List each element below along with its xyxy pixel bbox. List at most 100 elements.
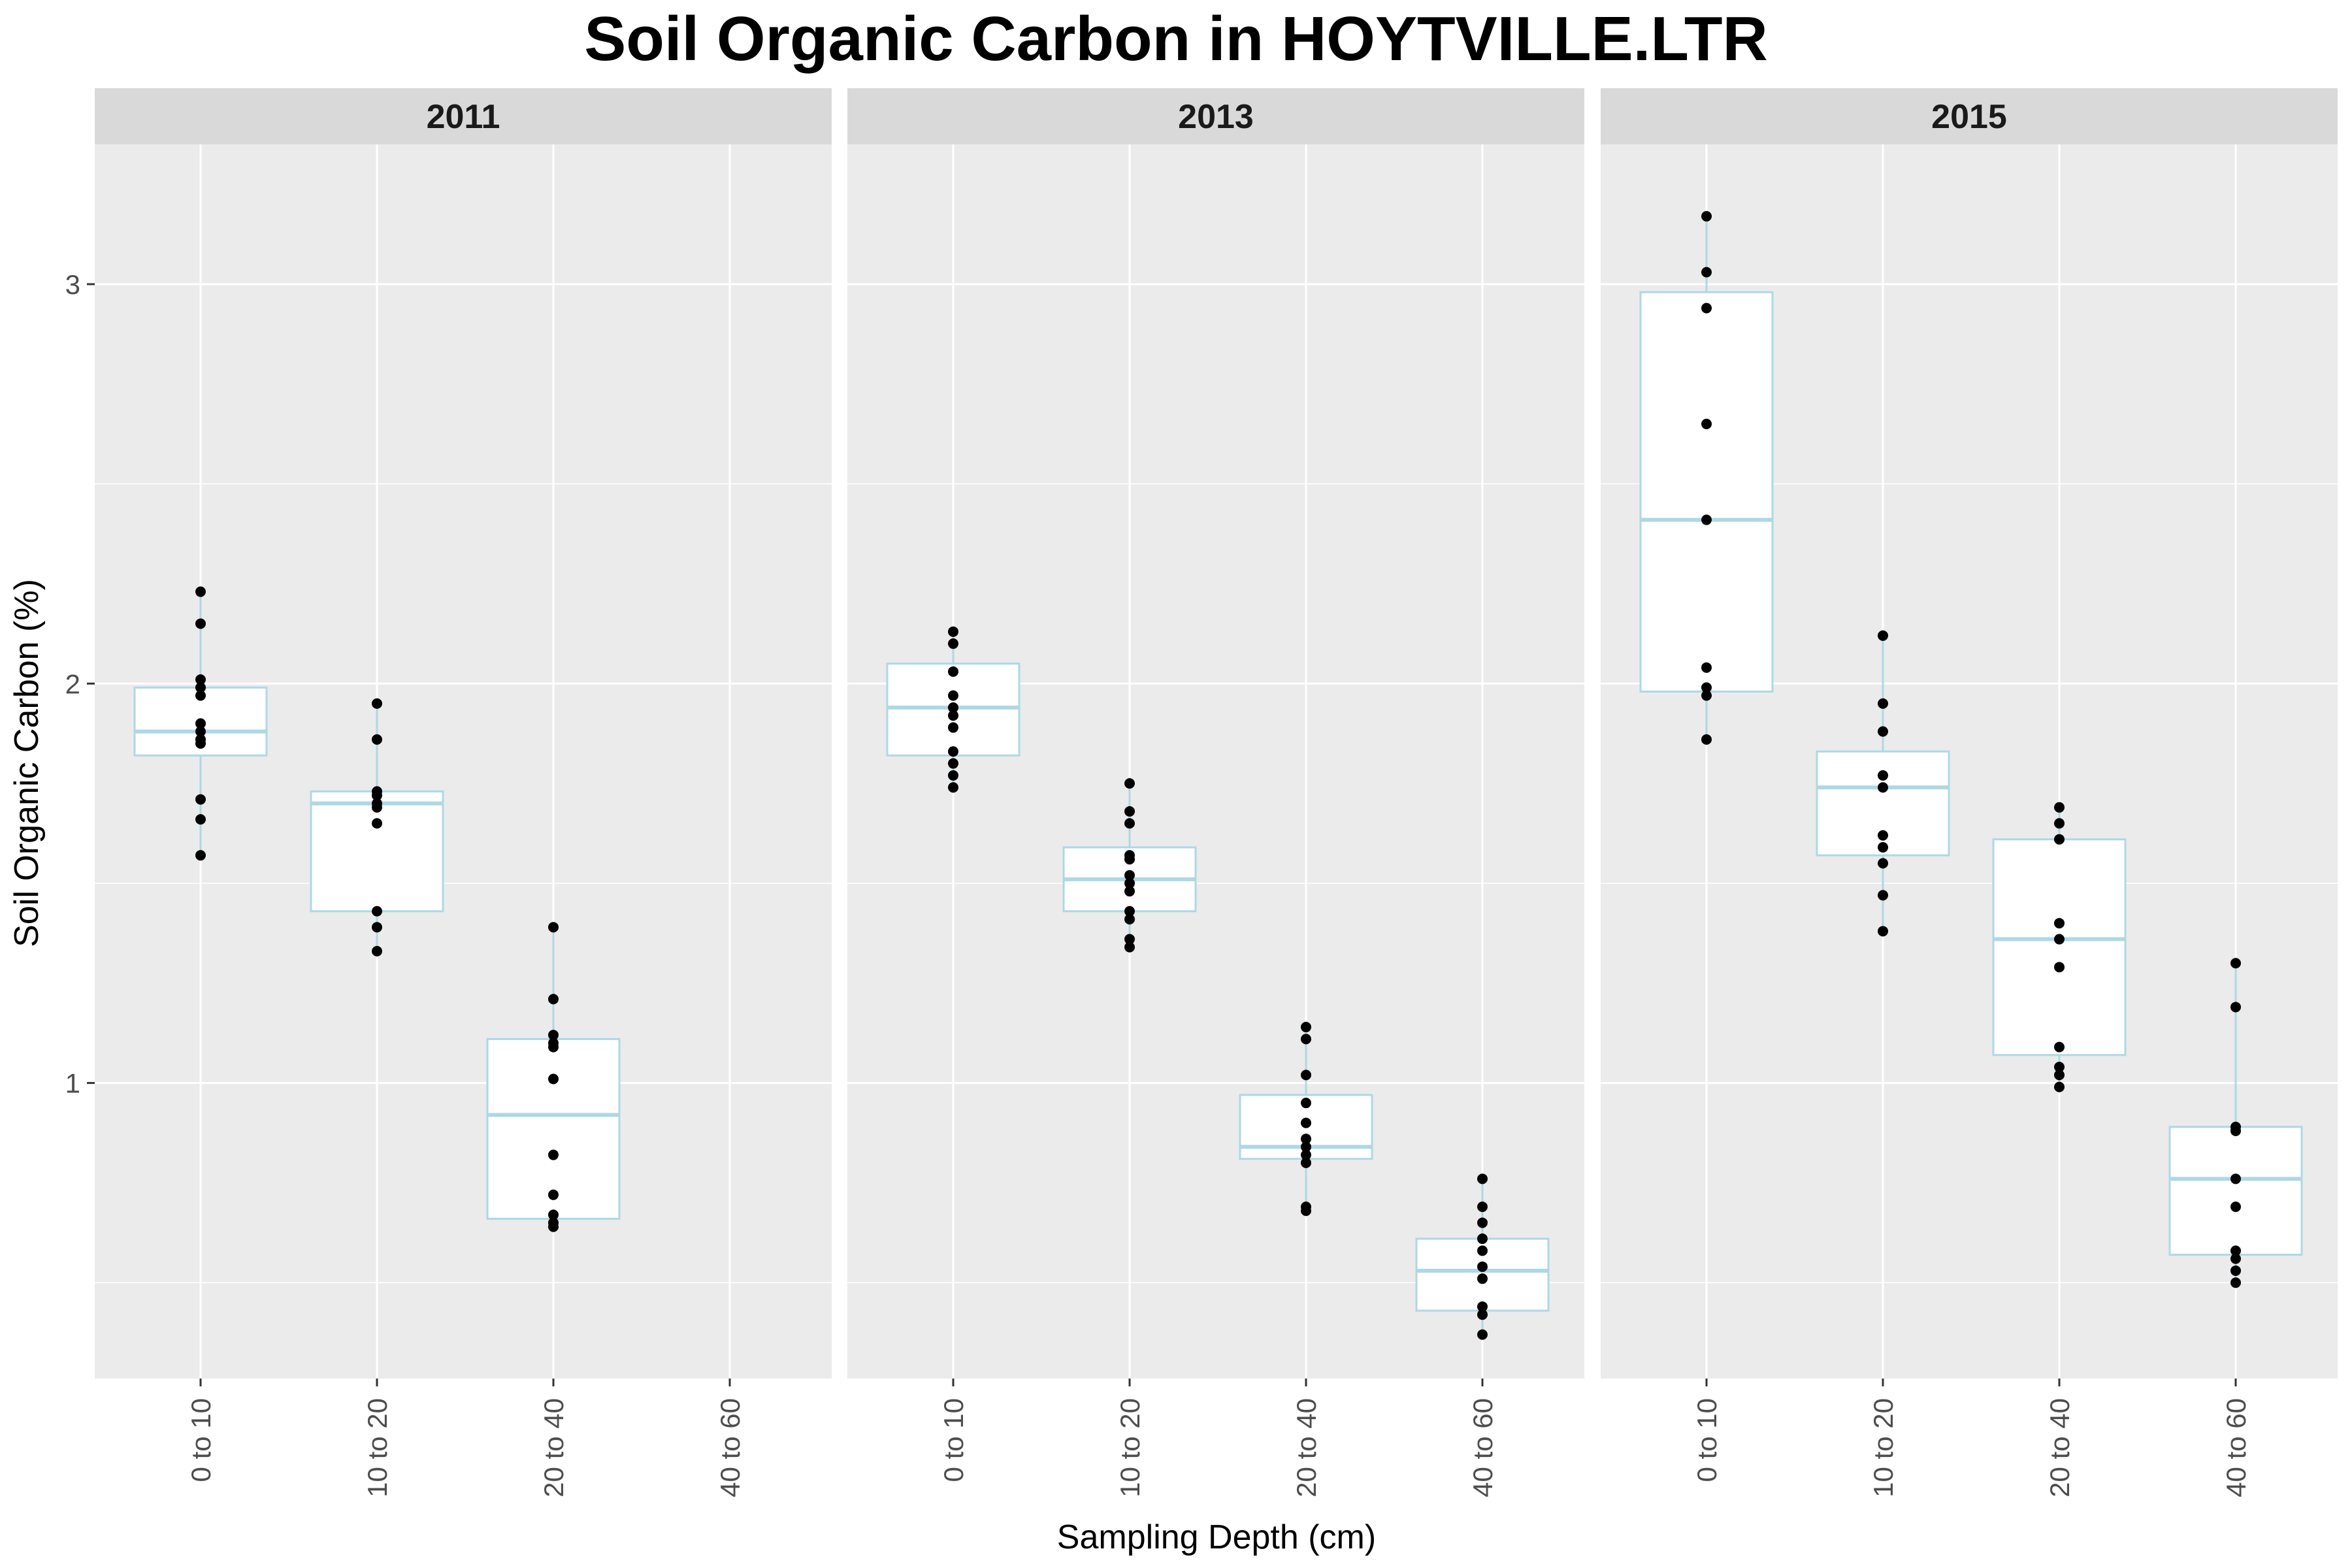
data-point [372,945,382,956]
data-point [195,726,206,737]
data-point [1301,1034,1311,1045]
box-20-to-40 [486,922,621,1232]
data-point [1701,302,1712,314]
data-point [1878,782,1888,793]
data-point [1878,830,1888,841]
box-iqr [1992,838,2127,1056]
facet-panel-2013: 2013 0 to 10 10 to 20 20 to 40 40 to 60 [847,88,1584,1497]
data-point [372,906,382,917]
panel-background [95,144,832,1379]
data-point [2230,1002,2241,1013]
data-point [1701,267,1712,278]
data-point [372,802,382,813]
box-0-to-10 [133,586,268,861]
data-point [195,674,206,685]
data-point [1477,1245,1488,1256]
data-point [1301,1117,1311,1128]
data-point [195,618,206,629]
data-point [1878,726,1888,737]
y-tick-label: 2 [65,668,80,699]
data-point [1701,662,1712,673]
x-tick-label: 20 to 40 [2044,1398,2075,1497]
data-point [1124,877,1135,889]
box-20-to-40 [1239,1022,1373,1217]
data-point [548,1149,559,1160]
data-point [1301,1157,1311,1168]
data-point [1301,1098,1311,1109]
facet-panels: 2011 0 to 10 10 to 20 20 to 40 40 to 60 2013 0… [95,88,2338,1497]
y-tick-label: 1 [65,1068,80,1099]
data-point [1124,818,1135,829]
data-point [2230,1125,2241,1136]
data-point [195,586,206,597]
data-point [1124,934,1135,945]
data-point [195,682,206,693]
panel-background [847,144,1584,1379]
data-point [2230,1245,2241,1256]
data-point [548,1209,559,1220]
data-point [1477,1173,1488,1184]
data-point [948,690,958,701]
data-point [195,738,206,749]
x-tick-label: 10 to 20 [362,1398,393,1497]
facet-strip-label: 2013 [1178,98,1254,136]
data-point [2054,834,2065,845]
y-axis-title: Soil Organic Carbon (%) [8,579,46,947]
data-point [1301,1070,1311,1081]
x-tick-label: 0 to 10 [186,1398,216,1482]
facet-strip-label: 2015 [1931,98,2007,136]
data-point [372,818,382,829]
data-point [372,922,382,933]
data-point [948,770,958,781]
data-point [2230,1173,2241,1184]
box-10-to-20 [310,698,444,956]
data-point [1301,1149,1311,1160]
data-point [948,746,958,757]
data-point [2054,1062,2065,1073]
box-0-to-10 [1639,211,1774,745]
data-point [948,782,958,793]
data-point [1124,778,1135,789]
data-point [1124,886,1135,897]
data-point [1477,1273,1488,1284]
data-point [1477,1233,1488,1245]
data-point [1878,630,1888,641]
data-point [1124,941,1135,953]
data-point [1124,906,1135,917]
box-iqr [1639,291,1774,693]
data-point [1477,1329,1488,1340]
data-point [2054,934,2065,945]
x-tick-label: 0 to 10 [938,1398,969,1482]
data-point [1301,1141,1311,1152]
data-point [1301,1134,1311,1145]
data-point [1301,1205,1311,1217]
data-point [195,850,206,861]
data-point [948,710,958,721]
x-tick-label: 40 to 60 [715,1398,745,1497]
data-point [948,702,958,713]
data-point [2230,1277,2241,1288]
y-tick-label: 3 [65,269,80,300]
data-point [2230,1253,2241,1264]
data-point [548,994,559,1005]
data-point [1701,211,1712,222]
data-point [1701,514,1712,525]
data-point [2054,1070,2065,1081]
data-point [2230,1201,2241,1213]
box-10-to-20 [1816,630,1950,937]
data-point [1124,806,1135,817]
data-point [1124,913,1135,924]
y-axis: 1 2 3 [65,269,95,1099]
data-point [2054,802,2065,813]
data-point [1124,870,1135,881]
data-point [1477,1201,1488,1213]
data-point [1878,841,1888,853]
data-point [195,690,206,701]
x-axis-title: Sampling Depth (cm) [1057,1518,1376,1556]
data-point [948,666,958,677]
data-point [2054,918,2065,929]
data-point [2054,1081,2065,1092]
data-point [372,790,382,801]
data-point [1878,698,1888,709]
